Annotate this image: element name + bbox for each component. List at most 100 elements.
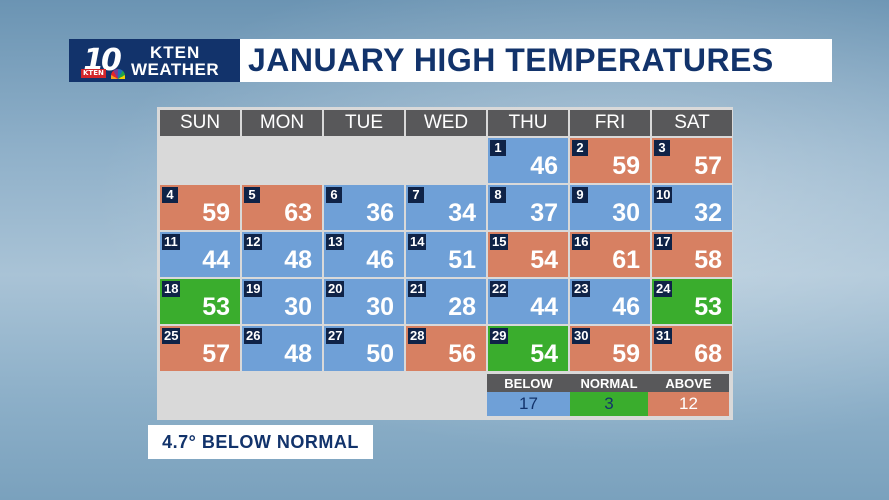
calendar-day-cell: 25 57	[160, 326, 240, 371]
calendar-blank-cell	[242, 138, 322, 183]
day-number: 2	[572, 140, 588, 156]
page-title: JANUARY HIGH TEMPERATURES	[248, 42, 774, 78]
high-temperature: 54	[530, 340, 558, 368]
high-temperature: 44	[202, 246, 230, 274]
calendar-blank-cell	[160, 138, 240, 183]
day-number: 20	[326, 281, 345, 297]
calendar-grid: 1 46 2 59 3 57 4 59 5 63 6 36 7 34 8 37 9 30 10 32 11 44 12 48 1…	[160, 138, 732, 371]
high-temperature: 30	[612, 199, 640, 227]
high-temperature: 54	[530, 246, 558, 274]
day-number: 5	[244, 187, 260, 203]
high-temperature: 32	[694, 199, 722, 227]
high-temperature: 34	[448, 199, 476, 227]
calendar-day-cell: 7 34	[406, 185, 486, 230]
legend-below-label: BELOW	[487, 374, 570, 392]
peacock-icon	[111, 68, 125, 79]
legend-above-label: ABOVE	[648, 374, 729, 392]
calendar-day-cell: 18 53	[160, 279, 240, 324]
calendar-day-cell: 26 48	[242, 326, 322, 371]
calendar-day-cell: 9 30	[570, 185, 650, 230]
high-temperature: 48	[284, 246, 312, 274]
high-temperature: 51	[448, 246, 476, 274]
high-temperature: 68	[694, 340, 722, 368]
calendar-blank-cell	[324, 138, 404, 183]
high-temperature: 30	[284, 293, 312, 321]
weekday-tue: TUE	[324, 110, 404, 136]
high-temperature: 46	[612, 293, 640, 321]
header-bar: 10 KTEN KTEN WEATHER JANUARY HIGH TEMPER…	[69, 39, 832, 82]
station-logo: 10 KTEN KTEN WEATHER	[69, 39, 240, 82]
calendar-panel: SUN MON TUE WED THU FRI SAT 1 46 2 59 3 57 4 59…	[157, 107, 733, 420]
weekday-sun: SUN	[160, 110, 240, 136]
day-number: 12	[244, 234, 263, 250]
day-number: 28	[408, 328, 427, 344]
day-number: 17	[654, 234, 673, 250]
high-temperature: 53	[202, 293, 230, 321]
calendar-day-cell: 22 44	[488, 279, 568, 324]
high-temperature: 59	[612, 340, 640, 368]
calendar-day-cell: 30 59	[570, 326, 650, 371]
calendar-day-cell: 17 58	[652, 232, 732, 277]
day-number: 7	[408, 187, 424, 203]
title-bar: JANUARY HIGH TEMPERATURES	[240, 39, 832, 82]
calendar-day-cell: 31 68	[652, 326, 732, 371]
day-number: 22	[490, 281, 509, 297]
weekday-wed: WED	[406, 110, 486, 136]
legend: BELOW NORMAL ABOVE 17 3 12	[487, 374, 729, 416]
day-number: 31	[654, 328, 673, 344]
calendar-day-cell: 4 59	[160, 185, 240, 230]
high-temperature: 57	[202, 340, 230, 368]
calendar-day-cell: 12 48	[242, 232, 322, 277]
day-number: 14	[408, 234, 427, 250]
calendar-day-cell: 16 61	[570, 232, 650, 277]
high-temperature: 50	[366, 340, 394, 368]
day-number: 10	[654, 187, 673, 203]
logo-small-text: KTEN	[81, 68, 106, 78]
legend-below-count: 17	[487, 392, 570, 416]
day-number: 18	[162, 281, 181, 297]
legend-above-count: 12	[648, 392, 729, 416]
day-number: 8	[490, 187, 506, 203]
high-temperature: 53	[694, 293, 722, 321]
calendar-day-cell: 13 46	[324, 232, 404, 277]
weekday-mon: MON	[242, 110, 322, 136]
day-number: 26	[244, 328, 263, 344]
high-temperature: 58	[694, 246, 722, 274]
day-number: 9	[572, 187, 588, 203]
day-number: 19	[244, 281, 263, 297]
logo-ten-mark: 10 KTEN	[77, 43, 125, 79]
day-number: 29	[490, 328, 509, 344]
calendar-day-cell: 29 54	[488, 326, 568, 371]
day-number: 6	[326, 187, 342, 203]
legend-normal-count: 3	[570, 392, 648, 416]
calendar-day-cell: 10 32	[652, 185, 732, 230]
weekday-thu: THU	[488, 110, 568, 136]
calendar-day-cell: 11 44	[160, 232, 240, 277]
calendar-day-cell: 20 30	[324, 279, 404, 324]
calendar-day-cell: 6 36	[324, 185, 404, 230]
day-number: 30	[572, 328, 591, 344]
day-number: 15	[490, 234, 509, 250]
day-number: 4	[162, 187, 178, 203]
calendar-blank-cell	[406, 138, 486, 183]
calendar-day-cell: 8 37	[488, 185, 568, 230]
day-number: 21	[408, 281, 427, 297]
day-number: 27	[326, 328, 345, 344]
calendar-day-cell: 23 46	[570, 279, 650, 324]
day-number: 1	[490, 140, 506, 156]
summary-text: 4.7° BELOW NORMAL	[162, 431, 359, 452]
high-temperature: 44	[530, 293, 558, 321]
logo-wordmark: KTEN WEATHER	[131, 44, 219, 78]
weekday-fri: FRI	[570, 110, 650, 136]
high-temperature: 30	[366, 293, 394, 321]
calendar-day-cell: 27 50	[324, 326, 404, 371]
day-number: 3	[654, 140, 670, 156]
day-number: 25	[162, 328, 181, 344]
legend-normal-label: NORMAL	[570, 374, 648, 392]
calendar-day-cell: 5 63	[242, 185, 322, 230]
calendar-day-cell: 14 51	[406, 232, 486, 277]
high-temperature: 61	[612, 246, 640, 274]
high-temperature: 59	[202, 199, 230, 227]
high-temperature: 37	[530, 199, 558, 227]
calendar-day-cell: 28 56	[406, 326, 486, 371]
